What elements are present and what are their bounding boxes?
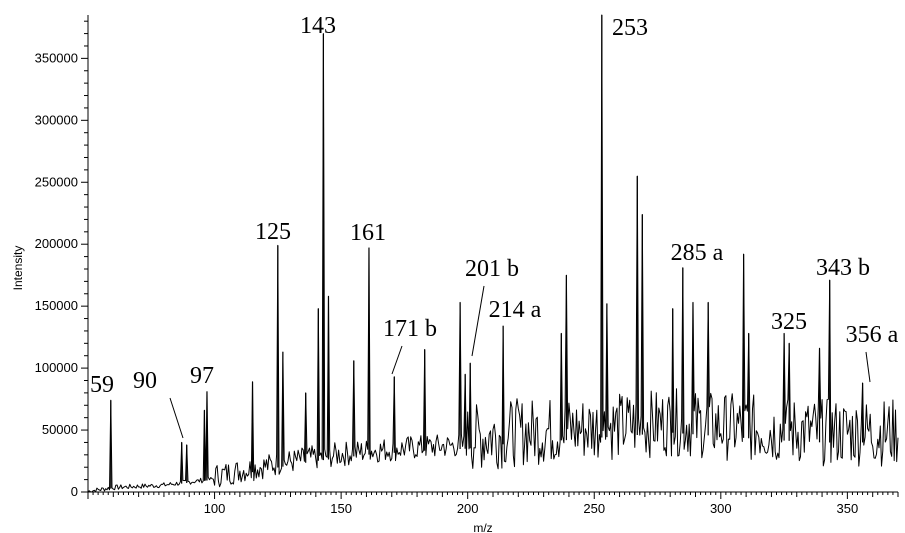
y-tick-label: 250000 bbox=[35, 174, 78, 189]
peak-leader-line bbox=[471, 285, 485, 357]
peak-label: 325 bbox=[771, 309, 807, 335]
x-tick-label: 350 bbox=[837, 501, 859, 516]
y-axis-title: Intensity bbox=[11, 246, 25, 291]
peak-label: 161 bbox=[350, 220, 386, 246]
y-tick-label: 100000 bbox=[35, 360, 78, 375]
x-tick-label: 150 bbox=[330, 501, 352, 516]
x-axis-title: m/z bbox=[473, 521, 492, 533]
y-tick-label: 300000 bbox=[35, 112, 78, 127]
peak-leader-line bbox=[391, 345, 403, 375]
y-tick-label: 0 bbox=[71, 484, 78, 499]
peak-leader-line bbox=[169, 397, 184, 439]
spectrum-trace-layer bbox=[87, 14, 899, 493]
peak-label: 253 bbox=[612, 15, 648, 41]
axes: 0 50000 100000 150000 200000 250000 300000 3500… bbox=[35, 15, 899, 516]
peak-label: 143 bbox=[300, 13, 336, 39]
spectrum-trace bbox=[87, 14, 899, 493]
peak-label: 171 b bbox=[383, 316, 437, 342]
x-tick-label: 100 bbox=[204, 501, 226, 516]
y-tick-label: 50000 bbox=[42, 422, 78, 437]
y-tick-label: 200000 bbox=[35, 236, 78, 251]
peak-label: 59 bbox=[90, 372, 114, 398]
x-tick-label: 200 bbox=[457, 501, 479, 516]
peak-label: 214 a bbox=[489, 297, 542, 323]
peak-label: 343 b bbox=[816, 255, 870, 281]
x-tick-label: 300 bbox=[710, 501, 732, 516]
x-tick-label: 250 bbox=[583, 501, 605, 516]
y-tick-label: 150000 bbox=[35, 298, 78, 313]
peak-label: 90 bbox=[133, 368, 157, 394]
peak-label: 201 b bbox=[465, 256, 519, 282]
peak-label: 285 a bbox=[671, 240, 724, 266]
peak-label: 356 a bbox=[846, 322, 899, 348]
peak-label: 97 bbox=[190, 363, 214, 389]
peak-leader-line bbox=[865, 351, 871, 383]
y-tick-label: 350000 bbox=[35, 50, 78, 65]
peak-label: 125 bbox=[255, 219, 291, 245]
peak-annotations: 59 90 97 125 143 161 171 b 201 b 214 a 253 285 a 32… bbox=[90, 13, 899, 439]
